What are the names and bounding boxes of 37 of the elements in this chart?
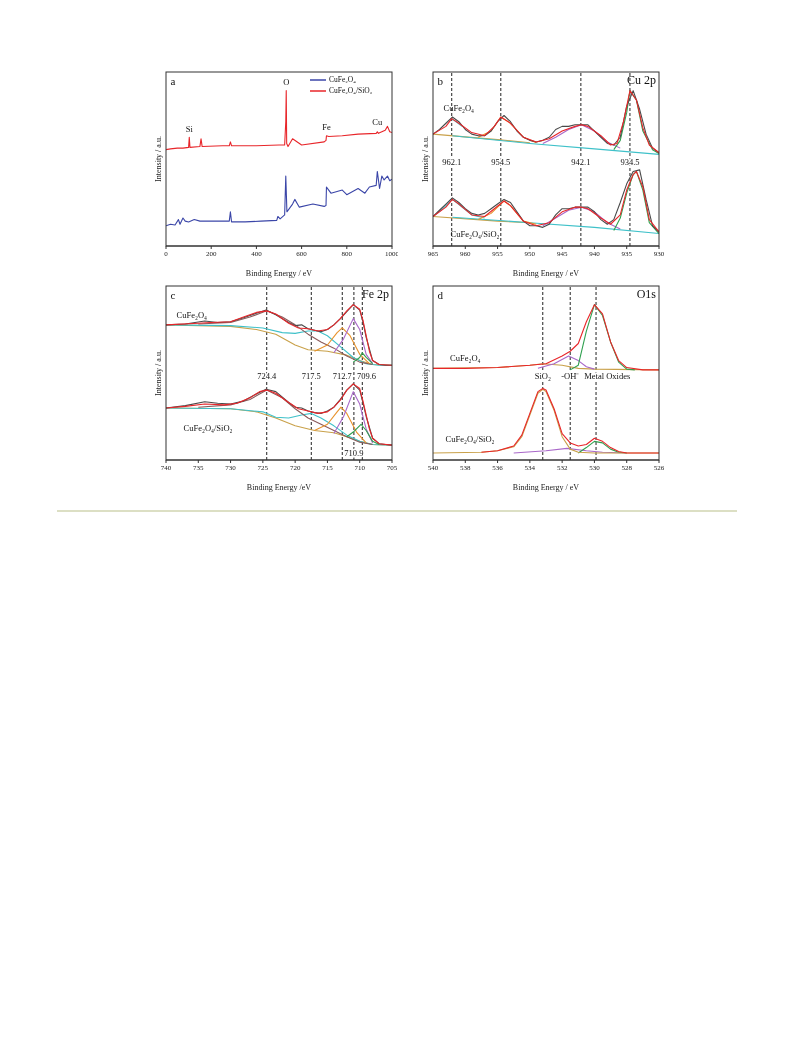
ref-line-label: 942.1: [571, 156, 591, 167]
text: b: [437, 74, 444, 87]
x-axis-title: Binding Energy /eV: [246, 483, 312, 492]
annotation: CuFe₂O₄: [450, 353, 481, 364]
ref-line-label: Metal Oxides: [584, 370, 631, 381]
chart-title: O1s: [636, 287, 657, 301]
y-axis-title: Intensity / a.u.: [153, 136, 163, 182]
annotation: Cu: [372, 117, 384, 128]
annotation: Fe: [322, 121, 331, 132]
x-axis-title: Binding Energy / eV: [245, 269, 313, 278]
text: c: [170, 288, 176, 301]
text: O: [283, 76, 290, 87]
ref-line-label: SiO₂: [534, 370, 551, 381]
x-axis-title: Binding Energy / eV: [512, 269, 580, 278]
ref-line-label: 709.6: [356, 370, 377, 381]
annotation: CuFe₂O₄: [176, 309, 208, 320]
annotation: Si: [185, 124, 194, 135]
chart-title: Fe 2p: [362, 287, 389, 301]
annotation: CuFe₂O₄/SiO₂: [445, 433, 495, 444]
text: d: [437, 288, 444, 301]
y-axis-title: Intensity / a.u.: [420, 350, 430, 396]
ref-line-label: 710.9: [344, 447, 364, 458]
ref-line-label: 962.1: [442, 156, 462, 167]
chart-title: Cu 2p: [626, 73, 656, 87]
x-axis-title: Binding Energy / eV: [512, 483, 580, 492]
ref-line-label: 934.5: [620, 156, 640, 167]
annotation: CuFe₂O₄/SiO₂: [450, 229, 500, 240]
annotation: CuFe₂O₄: [443, 103, 475, 114]
ref-line-label: 712.7: [332, 370, 352, 381]
y-axis-title: Intensity / a.u.: [153, 350, 163, 396]
text: a: [170, 74, 176, 87]
ref-line-label: -OH⁻: [561, 370, 580, 381]
ref-line-label: 954.5: [491, 156, 511, 167]
ref-line-label: 717.5: [301, 370, 321, 381]
annotation: CuFe₂O₄/SiO₂: [183, 422, 233, 433]
y-axis-title: Intensity / a.u.: [420, 136, 430, 182]
ref-line-label: 724.4: [257, 370, 278, 381]
